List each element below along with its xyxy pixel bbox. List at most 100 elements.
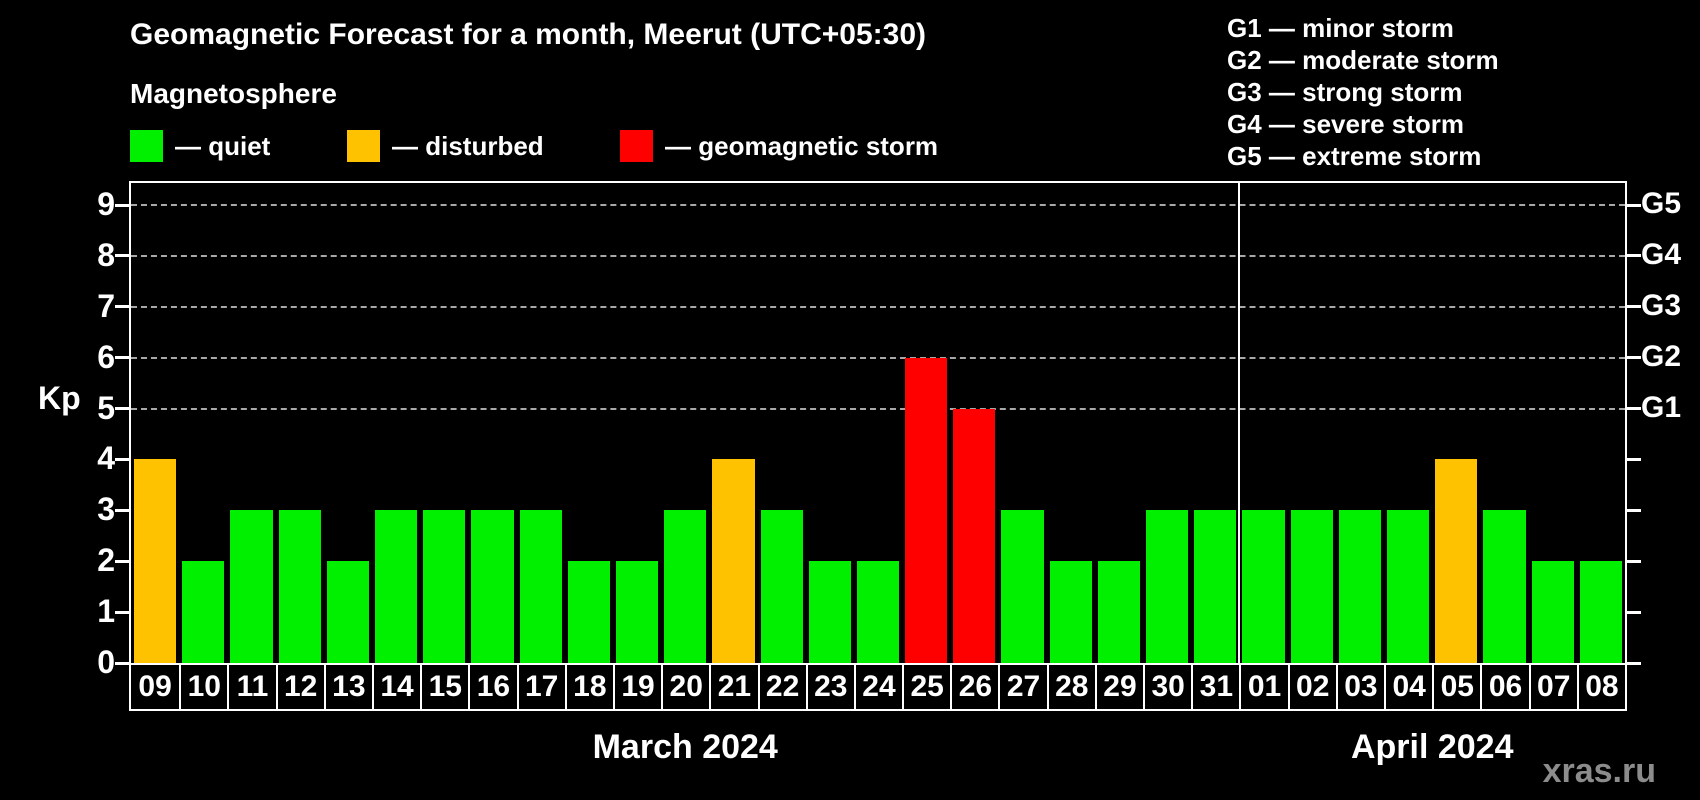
magnetosphere-label: Magnetosphere [130,78,337,109]
kp-bar-day-09 [134,459,177,663]
g-level-label-G1: G1 [1641,390,1682,424]
legend-label-quiet: — quiet [175,130,271,161]
disturbed-color-swatch-icon [347,130,380,162]
day-label-29: 29 [1094,665,1143,709]
gridline-kp5 [131,407,1625,410]
y-tick-left-2 [115,559,129,563]
kp-bar-day-12 [278,510,321,663]
day-label-19: 19 [612,665,661,709]
kp-bar-day-29 [1097,561,1141,663]
y-tick-left-6 [115,356,129,360]
day-label-03: 03 [1335,665,1384,709]
kp-bar-day-28 [1049,561,1092,663]
kp-bar-day-11 [230,510,273,663]
day-label-17: 17 [516,665,565,709]
day-label-09: 09 [138,670,172,703]
day-label-10: 10 [179,665,227,709]
y-tick-left-7 [115,305,129,309]
day-label-22: 22 [757,665,806,709]
kp-bar-day-24 [856,561,900,663]
day-label-18: 18 [564,665,613,709]
y-axis-right-labels: G1 G2 G3 G4 G5 [1641,183,1699,663]
gridline-kp7 [131,305,1625,308]
y-axis-title: Kp [38,380,81,416]
g-level-label-G3: G3 [1641,288,1682,322]
page-title: Geomagnetic Forecast for a month, Meerut… [130,18,926,51]
y-tick-right-2 [1627,559,1641,563]
day-label-06: 06 [1480,665,1528,709]
y-tick-left-3 [115,508,129,512]
day-axis-row: 09 10 11 12 13 14 15 16 17 18 19 20 21 22 23 24 25 26 27 28… [129,663,1627,711]
y-axis-label-8: 8 [97,236,115,273]
day-label-01: 01 [1239,665,1287,709]
month-separator-line [1238,183,1241,663]
y-axis-label-2: 2 [97,542,115,579]
kp-bar-day-31 [1194,510,1237,663]
y-tick-right-3 [1627,508,1641,512]
kp-bar-day-25 [905,357,948,663]
day-label-23: 23 [805,665,854,709]
watermark: xras.ru [1542,752,1656,790]
legend-item-storm: — geomagnetic storm [620,128,938,164]
day-label-20: 20 [661,665,709,709]
day-label-14: 14 [371,665,420,709]
storm-color-swatch-icon [620,130,653,162]
kp-bar-day-16 [471,510,514,663]
y-tick-left-1 [115,610,129,614]
g-scale-legend-line: G1 — minor storm [1227,13,1454,43]
status-legend: — quiet — disturbed — geomagnetic storm [0,128,1000,168]
y-tick-left-4 [115,457,129,461]
kp-bar-day-26 [953,408,996,663]
plot-area [115,181,1641,665]
day-label-21: 21 [709,665,757,709]
day-label-02: 02 [1287,665,1336,709]
y-axis-label-3: 3 [97,491,115,528]
kp-bar-day-20 [664,510,707,663]
day-label-15: 15 [420,665,468,709]
y-tick-right-4 [1627,457,1641,461]
day-label-16: 16 [468,665,516,709]
y-tick-left-5 [115,407,129,411]
legend-item-quiet: — quiet [130,128,270,164]
y-tick-right-9 [1627,203,1641,207]
kp-bar-day-07 [1531,561,1574,663]
kp-bar-day-01 [1242,510,1285,663]
g-scale-legend-line: G3 — strong storm [1227,77,1463,107]
quiet-color-swatch-icon [130,130,163,162]
y-tick-right-5 [1627,407,1641,411]
kp-bar-day-21 [712,459,755,663]
day-label-05: 05 [1432,665,1480,709]
legend-label-disturbed: — disturbed [392,130,544,161]
g-level-label-G5: G5 [1641,187,1682,220]
y-axis-label-9: 9 [97,186,115,222]
y-tick-left-0 [115,661,129,665]
day-label-31: 31 [1191,665,1239,709]
gridline-kp8 [131,254,1625,257]
kp-bar-day-15 [423,510,466,663]
kp-bar-day-03 [1338,510,1382,663]
kp-bar-day-27 [1001,510,1044,663]
kp-bar-day-17 [519,510,562,663]
g-scale-legend: G1 — minor storm G2 — moderate storm G3 — … [1227,12,1499,172]
gridline-kp9 [131,204,1625,206]
y-tick-right-0 [1627,661,1641,665]
day-label-12: 12 [275,665,324,709]
y-axis-label-5: 5 [97,389,115,426]
kp-bar-day-18 [567,561,610,663]
y-axis-label-4: 4 [97,440,115,477]
kp-bar-day-06 [1483,510,1526,663]
kp-bar-day-23 [808,561,851,663]
day-label-24: 24 [853,665,902,709]
g-level-label-G4: G4 [1641,237,1682,271]
day-label-04: 04 [1384,665,1432,709]
g-scale-legend-line: G2 — moderate storm [1227,45,1499,75]
kp-bar-day-05 [1435,459,1478,663]
y-axis-label-7: 7 [97,287,115,324]
g-level-label-G2: G2 [1641,339,1682,373]
y-tick-right-1 [1627,610,1641,614]
kp-bar-day-19 [615,561,659,663]
legend-label-storm: — geomagnetic storm [665,130,939,161]
day-label-27: 27 [998,665,1046,709]
y-tick-left-8 [115,254,129,258]
